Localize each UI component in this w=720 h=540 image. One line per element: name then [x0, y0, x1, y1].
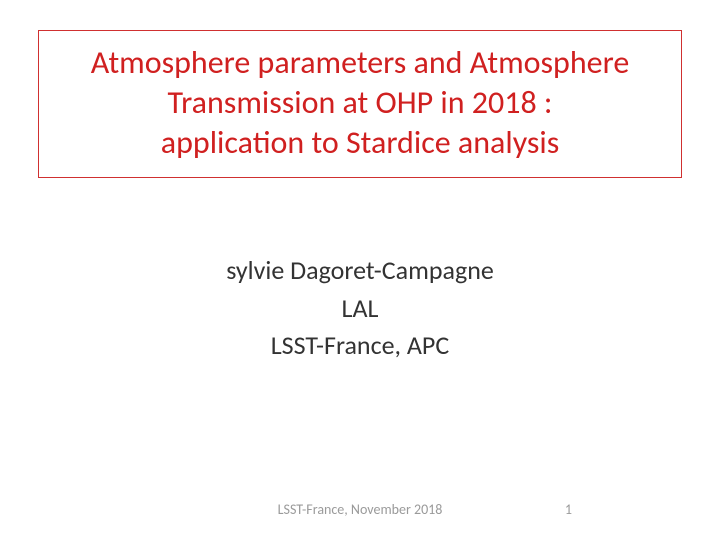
slide-title: Atmosphere parameters and Atmosphere Tra…: [49, 43, 671, 163]
title-box: Atmosphere parameters and Atmosphere Tra…: [38, 30, 682, 178]
title-line-2: Transmission at OHP in 2018 :: [168, 83, 553, 122]
author-affiliation-1: LAL: [0, 290, 720, 328]
author-affiliation-2: LSST-France, APC: [0, 327, 720, 365]
title-line-1: Atmosphere parameters and Atmosphere: [91, 43, 630, 82]
page-number: 1: [565, 501, 572, 518]
author-block: sylvie Dagoret-Campagne LAL LSST-France,…: [0, 252, 720, 365]
footer: LSST-France, November 2018: [0, 501, 720, 518]
title-line-3: application to Stardice analysis: [161, 123, 560, 162]
footer-text: LSST-France, November 2018: [278, 501, 443, 518]
author-name: sylvie Dagoret-Campagne: [0, 252, 720, 290]
